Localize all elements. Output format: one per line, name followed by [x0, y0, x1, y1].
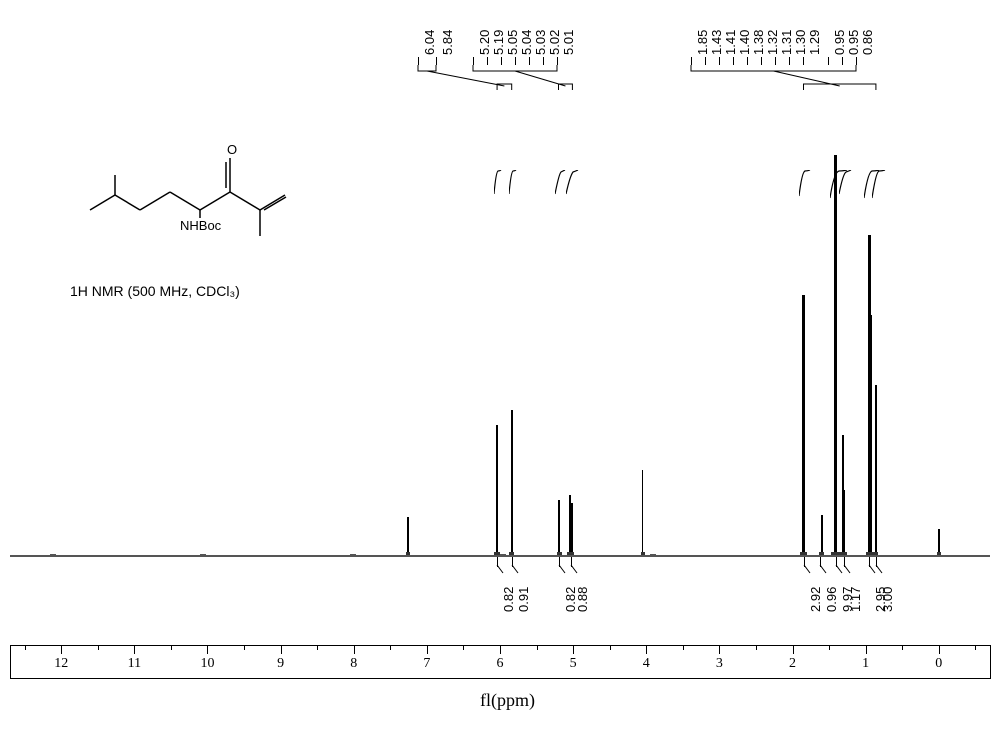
spectrum-peak — [875, 385, 877, 555]
x-axis-tick — [646, 645, 647, 654]
spectrum-peak — [821, 515, 823, 555]
x-axis-tick — [939, 645, 940, 654]
peak-ppm-label: 5.20 — [477, 30, 492, 55]
integral-value-label: 0.91 — [516, 587, 531, 612]
peak-ppm-label: 1.29 — [807, 30, 822, 55]
spectrum-peak — [802, 295, 805, 555]
x-axis-tick — [281, 645, 282, 654]
x-axis-tick — [500, 645, 501, 654]
peak-ppm-label: 0.95 — [832, 30, 847, 55]
spectrum-peak — [407, 517, 409, 555]
x-axis-tick — [61, 645, 62, 654]
x-axis-tick-label: 10 — [200, 656, 214, 672]
spectrum-peak — [843, 490, 845, 555]
spectrum-peak — [558, 500, 560, 555]
x-axis-tick-label: 8 — [350, 656, 357, 672]
peak-label-bracket — [468, 65, 577, 94]
nmr-figure: 6.045.84 5.205.195.055.045.035.025.01 1.85… — [0, 0, 1000, 737]
x-axis-tick — [793, 645, 794, 654]
peak-ppm-label: 1.43 — [709, 30, 724, 55]
x-axis-tick — [866, 645, 867, 654]
x-axis-label: fl(ppm) — [480, 690, 535, 711]
molecular-structure: O NHBoc — [80, 140, 300, 265]
peak-ppm-label: 5.02 — [547, 30, 562, 55]
spectrum-peak — [571, 503, 573, 555]
peak-ppm-label: 5.03 — [533, 30, 548, 55]
peak-ppm-label: 1.38 — [751, 30, 766, 55]
x-axis-tick-label: 2 — [789, 656, 796, 672]
integral-curve — [839, 170, 855, 202]
x-axis-tick — [354, 645, 355, 654]
peak-ppm-label: 1.32 — [765, 30, 780, 55]
integral-curve — [566, 170, 582, 202]
x-axis-tick-label: 5 — [570, 656, 577, 672]
spectrum-peak — [870, 315, 872, 555]
x-axis-tick — [134, 645, 135, 654]
integral-value-label: 2.92 — [808, 587, 823, 612]
peak-ppm-label: 5.19 — [491, 30, 506, 55]
peak-ppm-label: 5.01 — [561, 30, 576, 55]
peak-ppm-label: 0.95 — [846, 30, 861, 55]
x-axis-tick — [719, 645, 720, 654]
integral-curve — [872, 170, 890, 202]
integral-value-label: 0.82 — [501, 587, 516, 612]
x-axis-tick-label: 9 — [277, 656, 284, 672]
x-axis-tick-label: 11 — [128, 656, 141, 672]
integral-value-label: 1.17 — [848, 587, 863, 612]
x-axis-tick-label: 1 — [862, 656, 869, 672]
x-axis-tick-label: 4 — [643, 656, 650, 672]
nmr-title: 1H NMR (500 MHz, CDCl₃) — [70, 283, 240, 299]
peak-ppm-label: 5.05 — [505, 30, 520, 55]
x-axis-tick — [207, 645, 208, 654]
integral-curve — [509, 170, 522, 202]
x-axis-tick-label: 3 — [716, 656, 723, 672]
x-axis-tick-label: 0 — [935, 656, 942, 672]
integral-value-label: 0.88 — [575, 587, 590, 612]
peak-ppm-label: 1.31 — [779, 30, 794, 55]
integral-value-label: 0.96 — [824, 587, 839, 612]
peak-ppm-label: 6.04 — [422, 30, 437, 55]
peak-ppm-label: 5.04 — [519, 30, 534, 55]
x-axis-tick-label: 6 — [497, 656, 504, 672]
peak-ppm-label: 1.85 — [695, 30, 710, 55]
spectrum-peak — [496, 425, 498, 555]
spectrum-peak — [511, 410, 513, 555]
x-axis-tick-label: 7 — [423, 656, 430, 672]
svg-text:O: O — [227, 142, 237, 157]
peak-ppm-label: 1.41 — [723, 30, 738, 55]
x-axis-tick — [573, 645, 574, 654]
x-axis-tick — [427, 645, 428, 654]
svg-text:NHBoc: NHBoc — [180, 218, 222, 233]
peak-ppm-label: 0.86 — [860, 30, 875, 55]
integral-curve — [494, 170, 507, 202]
integral-value-label: 3.00 — [880, 587, 895, 612]
integral-curve — [799, 170, 815, 202]
peak-label-bracket — [686, 65, 881, 94]
spectrum-peak — [642, 470, 644, 555]
baseline — [10, 555, 990, 557]
peak-ppm-label: 1.30 — [793, 30, 808, 55]
x-axis-box-bottom — [10, 678, 990, 679]
peak-ppm-label: 1.40 — [737, 30, 752, 55]
spectrum-peak — [834, 155, 838, 555]
peak-ppm-label: 5.84 — [440, 30, 455, 55]
x-axis-tick-label: 12 — [54, 656, 68, 672]
